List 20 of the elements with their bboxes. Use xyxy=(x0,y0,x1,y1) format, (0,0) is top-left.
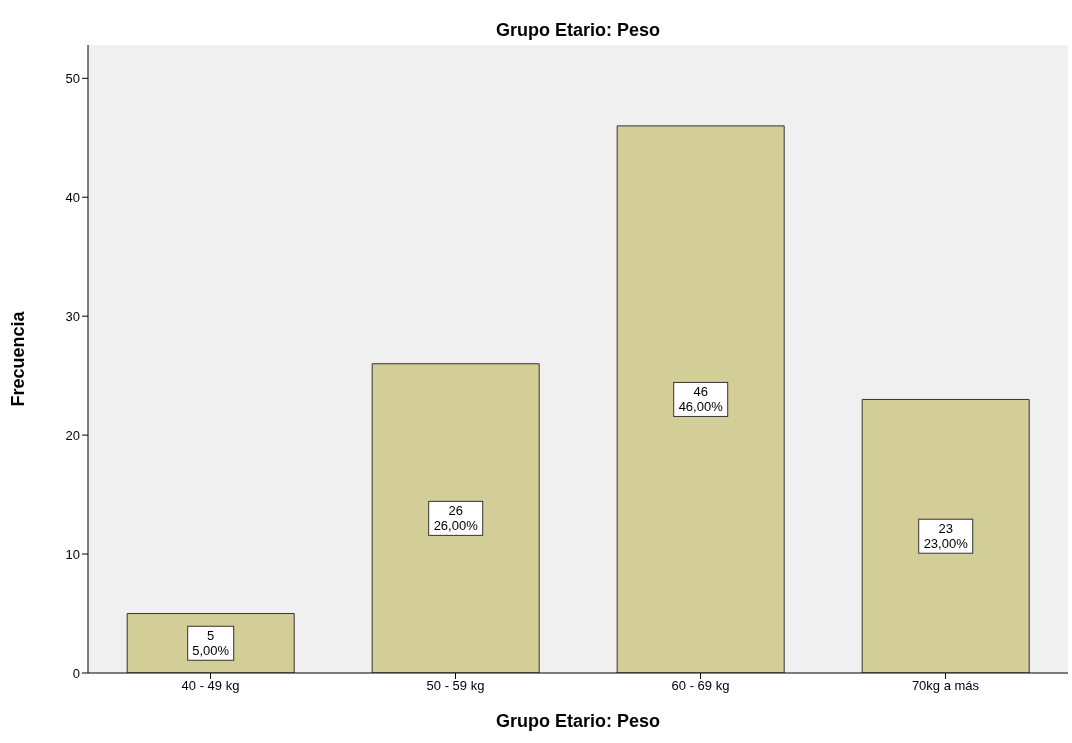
y-tick-label: 30 xyxy=(65,308,80,324)
data-label: 46 46,00% xyxy=(678,384,724,415)
bar xyxy=(861,398,1030,673)
x-tick-label: 60 - 69 kg xyxy=(671,678,730,694)
y-tick-label: 0 xyxy=(72,665,80,681)
y-tick-label: 50 xyxy=(65,70,80,86)
x-tick-label: 40 - 49 kg xyxy=(181,678,240,694)
bar xyxy=(616,125,785,673)
x-tick-label: 50 - 59 kg xyxy=(426,678,485,694)
y-tick-label: 10 xyxy=(65,546,80,562)
bar xyxy=(371,363,540,673)
x-axis-title: Grupo Etario: Peso xyxy=(495,711,661,731)
x-tick-label: 70kg a más xyxy=(911,678,980,694)
chart-title: Grupo Etario: Peso xyxy=(495,20,661,41)
data-label: 23 23,00% xyxy=(923,521,969,552)
data-label: 5 5,00% xyxy=(192,628,230,659)
y-tick-label: 40 xyxy=(65,189,80,205)
data-label: 26 26,00% xyxy=(433,503,479,534)
y-tick-label: 20 xyxy=(65,427,80,443)
y-axis-title: Frecuencia xyxy=(8,310,29,407)
